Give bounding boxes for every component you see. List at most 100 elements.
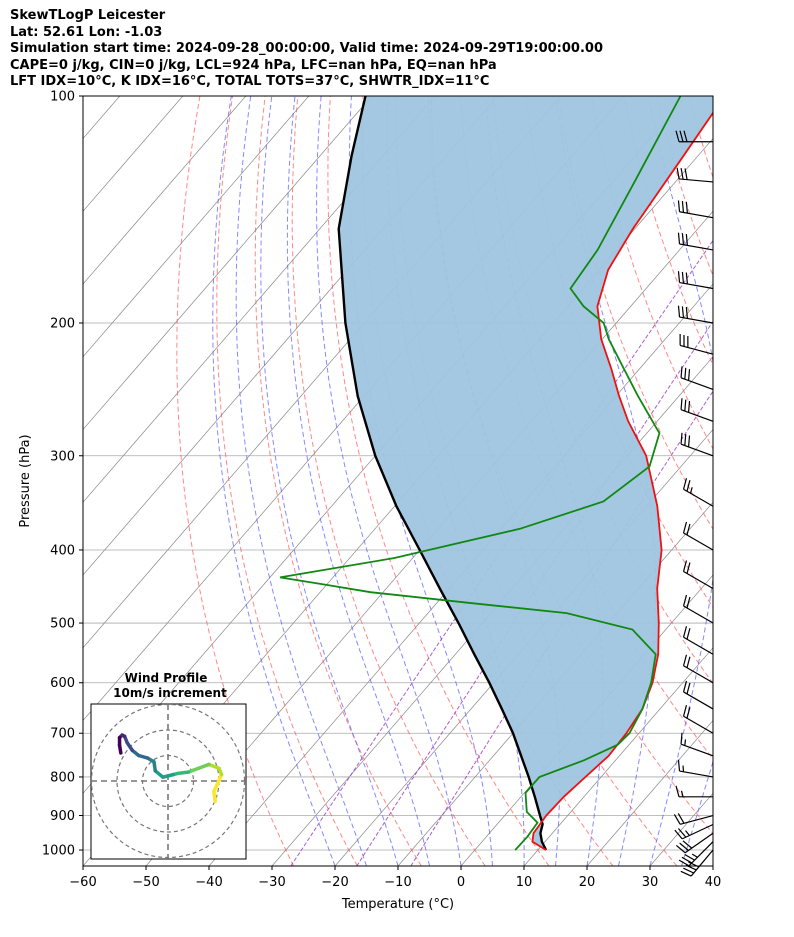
x-axis-ticks: −60 −50 −40 −30 −20 −10 0 10 20 30 40 xyxy=(69,866,721,890)
isotherm-line xyxy=(334,428,713,866)
y-tick-label: 200 xyxy=(50,316,75,331)
wind-barb xyxy=(675,832,714,854)
y-tick-label: 300 xyxy=(50,449,75,464)
hodograph-title: Wind Profile xyxy=(125,671,208,685)
wind-barb xyxy=(673,813,714,825)
indices-line-2: LFT IDX=10°C, K IDX=16°C, TOTAL TOTS=37°… xyxy=(10,74,490,89)
moist-adiabat xyxy=(648,96,713,866)
hodograph-trace-segment xyxy=(196,762,211,770)
isotherm-line xyxy=(83,96,436,503)
x-tick-label: −60 xyxy=(69,875,96,890)
wind-barb xyxy=(677,305,714,324)
dry-adiabat xyxy=(655,96,713,277)
dry-adiabat xyxy=(787,96,794,866)
chart-header: SkewTLogP Leicester Lat: 52.61 Lon: -1.0… xyxy=(10,8,603,91)
y-tick-label: 700 xyxy=(50,727,75,742)
dry-adiabat xyxy=(254,96,422,866)
y-axis-ticks: 100 200 300 400 500 600 700 800 900 1000 xyxy=(42,90,83,859)
y-tick-label: 100 xyxy=(50,90,75,105)
wind-barb xyxy=(680,432,714,457)
y-tick-label: 900 xyxy=(50,809,75,824)
x-tick-label: 20 xyxy=(579,875,596,890)
x-tick-label: 40 xyxy=(705,875,722,890)
wind-barb xyxy=(678,841,714,867)
y-tick-label: 600 xyxy=(50,676,75,691)
y-tick-label: 1000 xyxy=(42,844,75,859)
hodograph-trace-segment xyxy=(186,766,201,774)
isotherm-line xyxy=(83,96,373,431)
isotherm-line xyxy=(83,96,247,285)
dry-adiabat xyxy=(688,96,713,179)
wind-barb xyxy=(675,130,713,143)
x-tick-label: −30 xyxy=(258,875,285,890)
cape-cin-shading xyxy=(338,96,713,850)
chart-title: SkewTLogP Leicester xyxy=(10,8,166,23)
x-tick-label: −50 xyxy=(132,875,159,890)
wind-barb xyxy=(682,560,714,590)
x-tick-label: −20 xyxy=(321,875,348,890)
dry-adiabat xyxy=(291,96,486,866)
dry-adiabat xyxy=(590,96,713,450)
parcel-profile-line xyxy=(337,96,548,851)
hodograph-trace-segment xyxy=(117,743,123,755)
wind-barb xyxy=(682,705,714,734)
wind-barb xyxy=(680,366,714,391)
indices-line-1: CAPE=0 j/kg, CIN=0 j/kg, LCL=924 hPa, LF… xyxy=(10,57,497,73)
x-tick-label: −40 xyxy=(195,875,222,890)
isotherm-line xyxy=(83,96,310,358)
dry-adiabat xyxy=(558,96,713,531)
isotherm-line xyxy=(712,865,713,866)
wind-barb xyxy=(677,759,714,778)
wind-barb xyxy=(677,232,714,251)
wind-barb xyxy=(674,823,714,840)
wind-barb xyxy=(682,594,714,624)
wind-barb xyxy=(680,732,714,757)
hodograph-subtitle: 10m/s increment xyxy=(113,686,227,700)
x-tick-label: 10 xyxy=(516,875,533,890)
dry-adiabat xyxy=(216,96,358,866)
time-line: Simulation start time: 2024-09-28_00:00:… xyxy=(10,41,603,56)
moist-adiabat xyxy=(235,96,367,866)
wind-barb xyxy=(675,785,713,798)
moist-adiabat xyxy=(212,96,336,866)
wind-barb xyxy=(682,654,714,684)
moist-adiabat xyxy=(712,864,713,866)
dewpoint-profile-line xyxy=(279,96,682,851)
wind-barb xyxy=(680,398,714,422)
moist-adiabat xyxy=(316,96,462,866)
dry-adiabat xyxy=(754,96,794,866)
wind-barb xyxy=(682,626,714,655)
isotherm-line xyxy=(586,719,713,866)
wind-barbs xyxy=(673,130,714,877)
x-tick-label: 0 xyxy=(457,875,465,890)
hodograph-inset: Wind Profile 10m/s increment xyxy=(90,671,247,860)
hodograph-trace-segment xyxy=(207,762,221,770)
wind-barb xyxy=(679,333,714,355)
moist-adiabat xyxy=(745,96,794,866)
isotherm-line xyxy=(649,792,713,866)
y-tick-label: 500 xyxy=(50,617,75,632)
wind-barb xyxy=(676,167,714,183)
y-tick-label: 400 xyxy=(50,543,75,558)
dry-adiabat xyxy=(176,96,294,866)
sounding-profiles xyxy=(279,96,713,851)
x-tick-label: −10 xyxy=(384,875,411,890)
location-line: Lat: 52.61 Lon: -1.03 xyxy=(10,24,163,40)
wind-barb xyxy=(682,521,714,551)
mixing-ratio-line xyxy=(410,390,713,866)
x-tick-label: 30 xyxy=(642,875,659,890)
isotherm-line xyxy=(523,647,713,866)
temperature-profile-line xyxy=(531,111,713,851)
moist-adiabat xyxy=(260,96,399,866)
cin-shading xyxy=(338,96,713,850)
wind-barb xyxy=(682,478,714,507)
dry-adiabat xyxy=(722,96,794,866)
y-axis-label: Pressure (hPa) xyxy=(18,434,33,527)
wind-barb xyxy=(677,200,714,219)
isotherm-line xyxy=(397,501,713,866)
wind-barb xyxy=(677,271,714,290)
y-tick-label: 800 xyxy=(50,770,75,785)
hodograph-trace-segment xyxy=(161,772,175,779)
wind-barb xyxy=(682,680,714,710)
